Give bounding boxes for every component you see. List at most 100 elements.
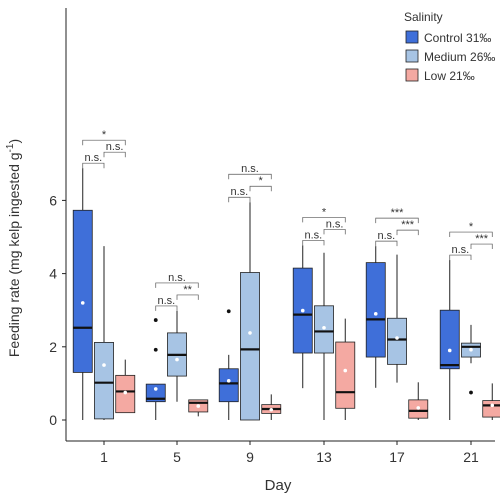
x-tick-label: 9 xyxy=(246,449,254,465)
y-axis-title-end: ) xyxy=(6,139,22,144)
box-body xyxy=(240,272,260,421)
outlier-point xyxy=(153,318,158,322)
significance-label: * xyxy=(469,221,474,233)
y-axis-title-main: Feeding rate (mg kelp ingested g xyxy=(6,152,22,357)
bracket-control-medium xyxy=(82,162,105,169)
significance-label: * xyxy=(102,129,107,141)
box-low-day-13 xyxy=(335,318,356,420)
x-tick-label: 21 xyxy=(463,449,479,465)
significance-label: n.s. xyxy=(85,152,103,164)
legend-swatch-control xyxy=(405,30,419,44)
box-control-day-9 xyxy=(218,309,239,420)
mean-point xyxy=(80,301,85,305)
y-tick-label: 4 xyxy=(49,266,57,282)
box-medium-day-21 xyxy=(461,324,481,395)
x-tick-label: 5 xyxy=(173,449,181,465)
significance-label: * xyxy=(322,206,327,218)
significance-label: *** xyxy=(391,207,405,219)
significance-label: *** xyxy=(475,233,489,245)
bracket-medium-low xyxy=(176,294,199,300)
legend-swatch-medium xyxy=(405,49,419,63)
legend-label-medium: Medium 26‰ xyxy=(424,50,495,64)
significance-label: n.s. xyxy=(231,186,249,198)
x-tick-label: 1 xyxy=(100,449,108,465)
significance-label: ** xyxy=(183,284,192,296)
y-tick-label: 2 xyxy=(49,339,57,355)
legend-label-control: Control 31‰ xyxy=(424,31,491,45)
significance-label: n.s. xyxy=(158,295,176,307)
box-body xyxy=(94,342,114,420)
bracket-control-low xyxy=(82,139,126,146)
mean-point xyxy=(416,406,421,410)
bracket-medium-low xyxy=(103,151,126,158)
mean-point xyxy=(469,347,473,352)
significance-day-1: n.s.n.s.* xyxy=(82,129,126,169)
legend-swatch-low xyxy=(405,68,419,82)
box-control-day-21 xyxy=(439,260,460,420)
mean-point xyxy=(248,331,252,335)
significance-label: * xyxy=(258,175,263,187)
outlier-point xyxy=(469,390,473,395)
significance-label: n.s. xyxy=(106,141,124,153)
y-axis-title: Feeding rate (mg kelp ingested g-1) xyxy=(5,139,22,357)
box-body xyxy=(387,317,407,365)
bracket-medium-low xyxy=(249,185,272,192)
axes: 0 2 4 6 1 5 9 13 17 21 xyxy=(49,8,495,465)
bracket-control-low xyxy=(155,282,199,288)
significance-label: n.s. xyxy=(305,229,323,241)
box-body xyxy=(145,383,166,403)
significance-day-21: n.s. **** xyxy=(449,221,493,261)
x-axis-title: Day xyxy=(265,477,292,494)
mean-point xyxy=(269,407,274,412)
box-body xyxy=(365,262,386,358)
box-low-day-9 xyxy=(261,394,282,420)
bracket-medium-low xyxy=(396,229,419,236)
significance-label: n.s. xyxy=(378,230,396,242)
bracket-control-medium xyxy=(449,254,472,261)
mean-point xyxy=(395,336,399,340)
y-tick-label: 0 xyxy=(49,412,57,428)
box-body xyxy=(439,309,460,370)
box-medium-day-17 xyxy=(387,254,407,383)
y-axis-title-superscript: -1 xyxy=(5,143,16,152)
box-control-day-1 xyxy=(72,168,93,420)
bracket-control-low xyxy=(449,231,493,238)
mean-point xyxy=(123,390,128,395)
significance-day-17: n.s. ****** xyxy=(375,207,419,247)
bracket-control-low xyxy=(302,217,346,223)
outlier-point xyxy=(153,347,158,352)
legend-label-low: Low 21‰ xyxy=(424,69,475,83)
mean-point xyxy=(300,308,305,313)
significance-day-5: n.s.**n.s. xyxy=(155,272,199,311)
bracket-medium-low xyxy=(323,229,346,235)
box-low-day-17 xyxy=(408,382,429,420)
mean-point xyxy=(102,363,106,367)
mean-point xyxy=(226,379,231,383)
box-low-day-1 xyxy=(115,359,136,414)
mean-point xyxy=(196,404,201,408)
mean-point xyxy=(447,348,452,353)
bracket-control-low xyxy=(228,173,272,180)
box-medium-day-5 xyxy=(167,310,187,402)
box-control-day-17 xyxy=(365,246,386,388)
box-control-day-13 xyxy=(292,245,313,389)
significance-label: n.s. xyxy=(241,163,259,175)
box-control-day-5 xyxy=(145,318,166,420)
bracket-control-medium xyxy=(228,196,251,203)
mean-point xyxy=(343,368,348,373)
x-tick-label: 13 xyxy=(316,449,332,465)
mean-point xyxy=(175,357,179,362)
box-body xyxy=(72,209,93,373)
legend: Salinity Control 31‰ Medium 26‰ Low 21‰ xyxy=(404,10,495,83)
bracket-control-medium xyxy=(375,240,398,247)
significance-label: n.s. xyxy=(326,218,344,230)
boxplot-layer xyxy=(72,168,500,421)
box-body xyxy=(482,400,500,418)
box-medium-day-13 xyxy=(314,252,334,420)
mean-point xyxy=(153,387,158,391)
bracket-medium-low xyxy=(470,243,493,250)
significance-day-9: n.s.*n.s. xyxy=(228,163,272,203)
outlier-point xyxy=(226,309,231,314)
